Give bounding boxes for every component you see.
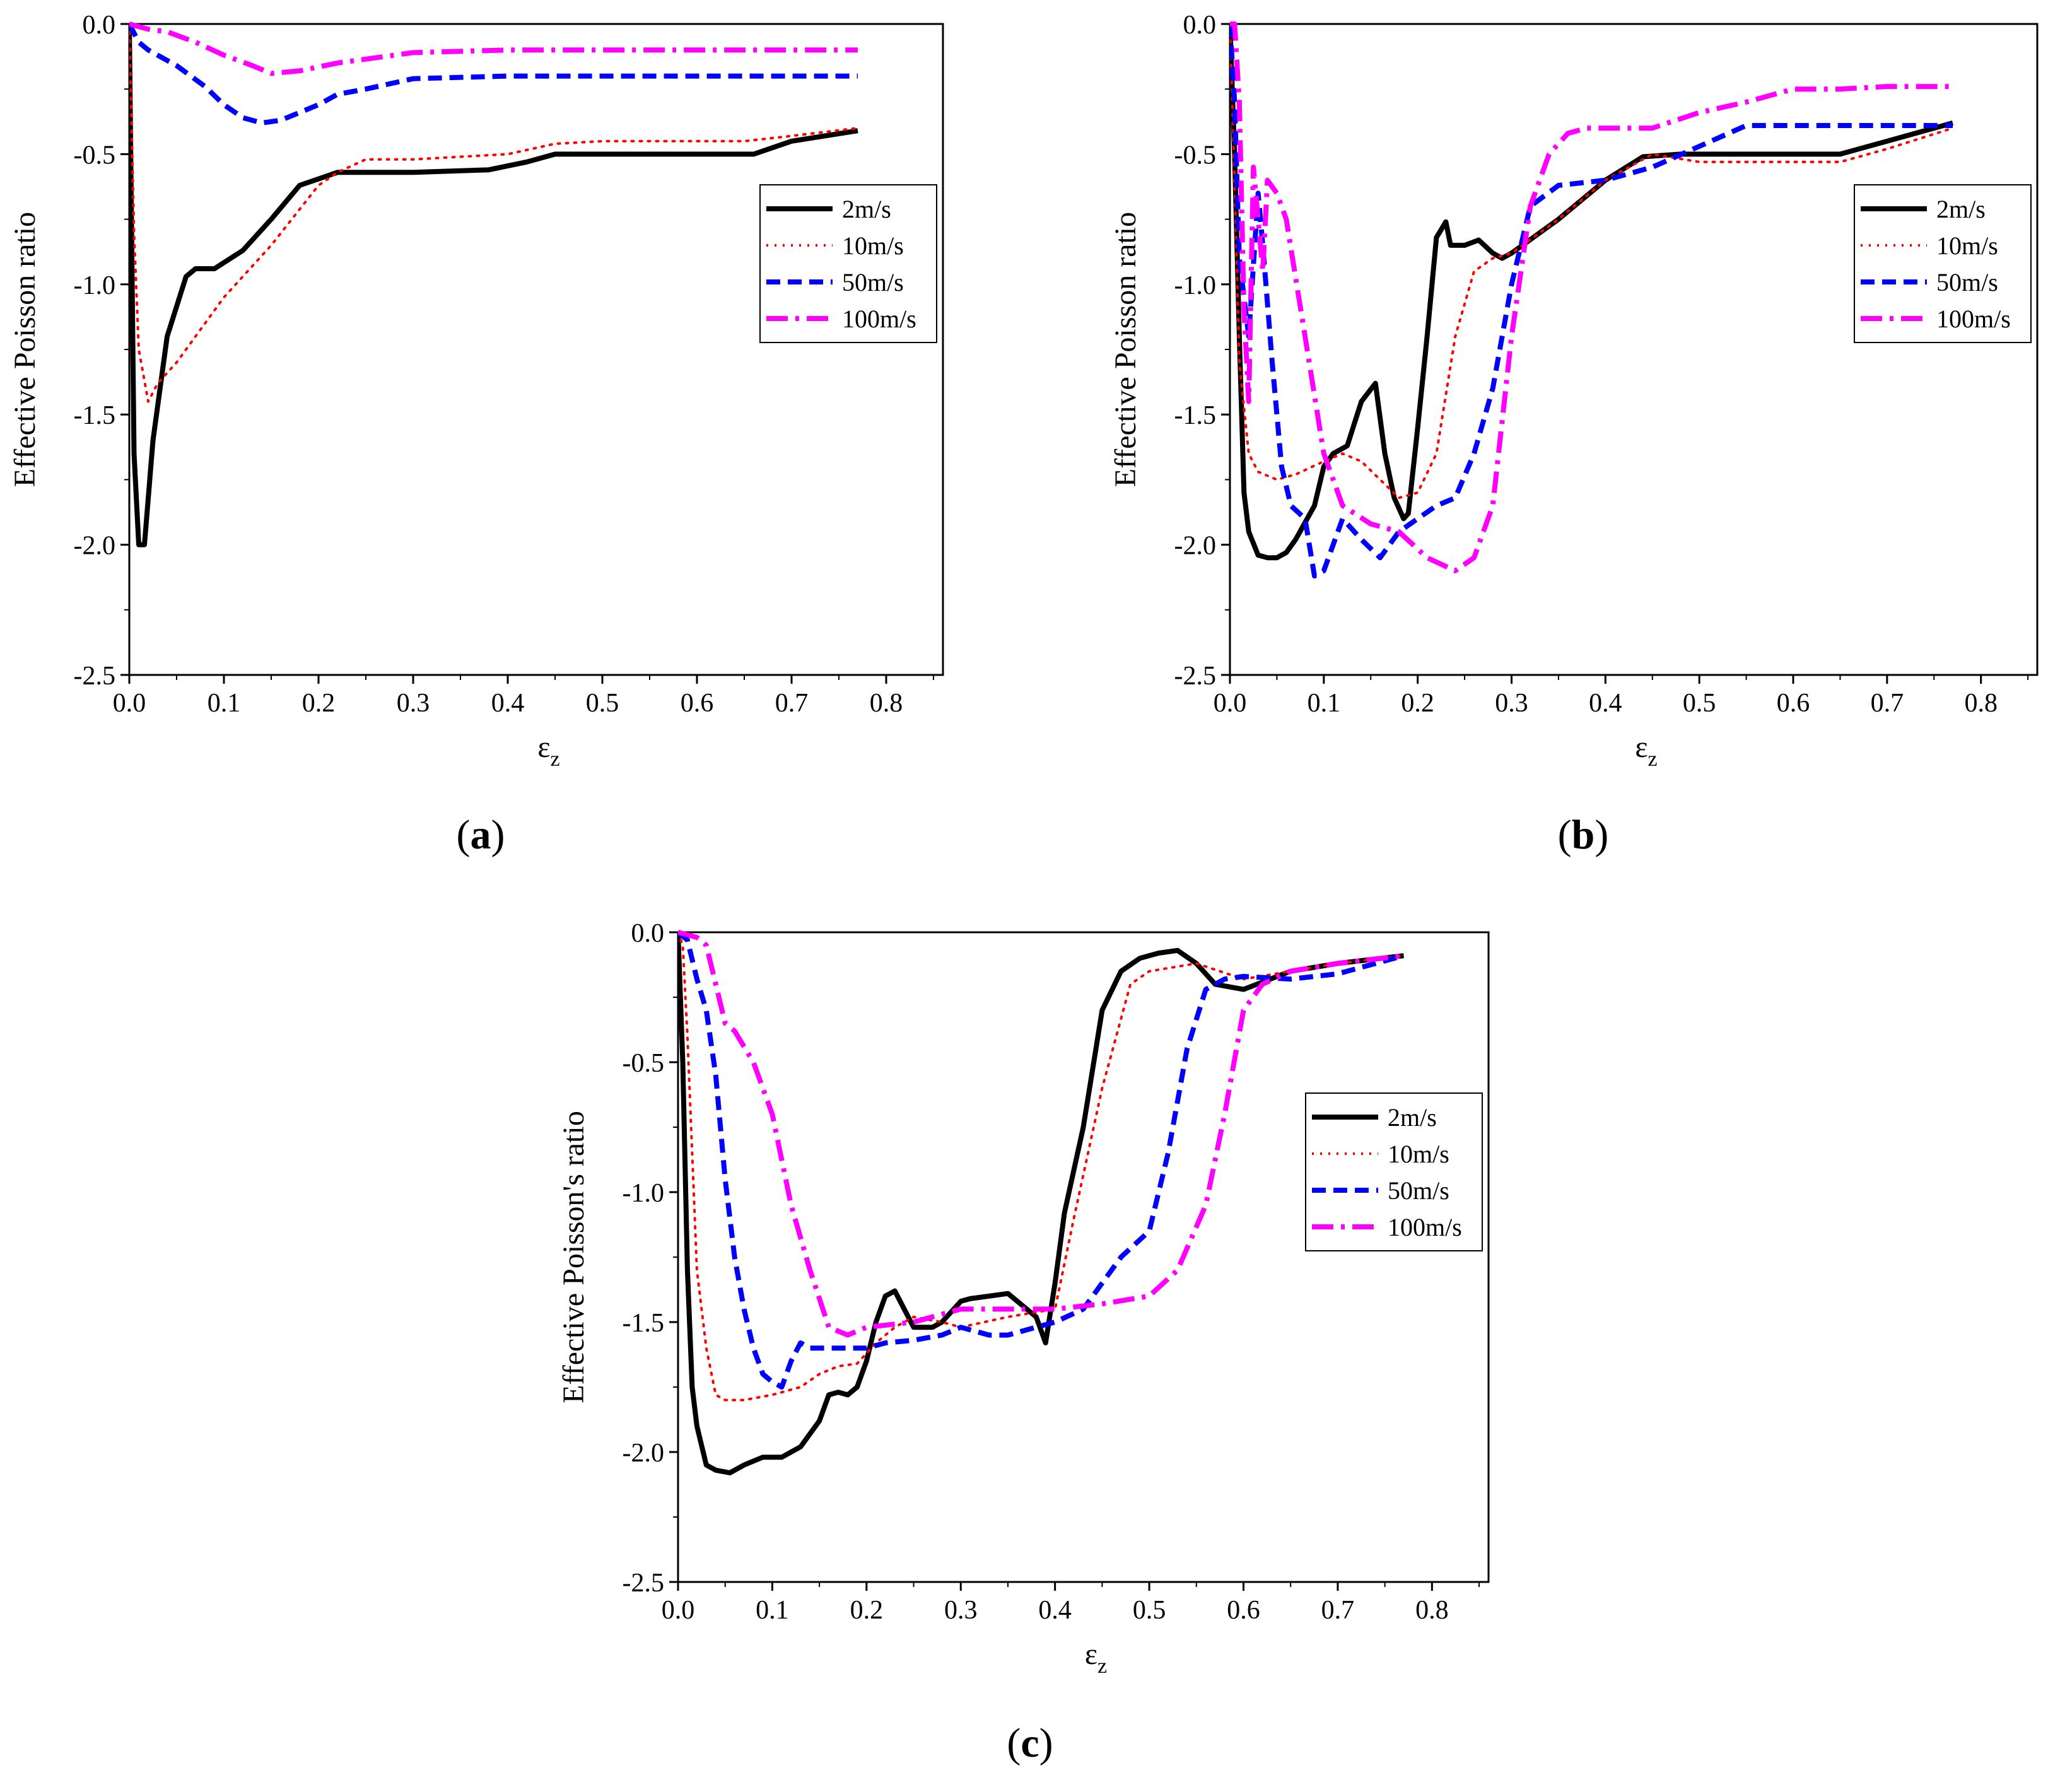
x-tick-label: 0.2 — [302, 689, 336, 718]
x-tick-label: 0.7 — [1871, 689, 1904, 718]
legend-label: 10m/s — [1936, 231, 1998, 260]
x-tick-label: 0.5 — [1133, 1596, 1166, 1625]
y-tick-label: 0.0 — [1183, 11, 1217, 40]
y-axis-title: Effective Poisson's ratio — [557, 1111, 590, 1403]
x-tick-label: 0.3 — [944, 1596, 978, 1625]
y-tick-label: -1.0 — [74, 271, 116, 300]
series-line-50m-per-s — [678, 930, 1405, 1390]
y-tick-label: -2.0 — [74, 532, 116, 561]
series-line-10m-per-s — [678, 931, 1405, 1402]
x-tick-label: 0.3 — [1495, 689, 1528, 718]
x-axis-title-subscript: z — [551, 747, 560, 771]
x-axis-title-subscript: z — [1097, 1654, 1107, 1678]
x-tick-label: 0.8 — [870, 689, 903, 718]
series-line-10m-per-s — [129, 23, 859, 403]
x-tick-label: 0.6 — [1777, 689, 1810, 718]
x-tick-label: 0.4 — [491, 689, 525, 718]
x-tick-label: 0.1 — [208, 689, 241, 718]
series-line-2m-per-s — [678, 932, 1404, 1475]
y-tick-label: -1.0 — [1174, 271, 1217, 300]
panel-a: 0.0 0.1 0.2 0.3 0.4 0.5 0.6 0.7 0.8 0.0 -0.5 -1.0 -1… — [8, 11, 944, 858]
y-tick-label: -0.5 — [1174, 141, 1217, 170]
series-line-2m-per-s — [1230, 23, 1954, 561]
x-axis-title-symbol: ε — [1085, 1637, 1097, 1671]
x-tick-label: 0.4 — [1589, 689, 1622, 718]
y-tick-label: -1.5 — [623, 1309, 665, 1338]
x-tick-label: 0.8 — [1415, 1596, 1449, 1625]
panel-b: 0.0 0.1 0.2 0.3 0.4 0.5 0.6 0.7 0.8 0.0 -0.5 -1.0 -1… — [1109, 11, 2039, 858]
x-tick-label: 0.6 — [681, 689, 714, 718]
y-tick-label: -2.5 — [74, 662, 116, 691]
x-axis-title-subscript: z — [1648, 747, 1658, 771]
legend-label: 100m/s — [842, 305, 916, 333]
y-tick-label: -1.0 — [623, 1179, 665, 1208]
x-tick-label: 0.2 — [1401, 689, 1434, 718]
legend-label: 10m/s — [842, 231, 904, 260]
y-tick-label: -2.5 — [623, 1569, 665, 1598]
legend-label: 2m/s — [1388, 1103, 1437, 1132]
x-tick-label: 0.7 — [1321, 1596, 1355, 1625]
x-tick-label: 0.0 — [1214, 689, 1247, 718]
legend: 2m/s 10m/s 50m/s 100m/s — [1854, 184, 2032, 343]
y-tick-label: -2.5 — [1174, 662, 1217, 691]
x-tick-label: 0.0 — [113, 689, 146, 718]
series-line-2m-per-s — [129, 23, 858, 548]
x-axis-title-symbol: ε — [537, 730, 550, 764]
series-line-100m-per-s — [129, 21, 858, 76]
legend: 2m/s 10m/s 50m/s 100m/s — [1305, 1092, 1483, 1251]
panel-label: (b) — [1558, 812, 1609, 858]
y-tick-label: -0.5 — [74, 141, 116, 170]
legend-label: 100m/s — [1388, 1213, 1462, 1241]
legend-label: 10m/s — [1388, 1140, 1449, 1168]
y-tick-label: -2.0 — [1174, 532, 1217, 561]
x-axis-title: εz — [1085, 1637, 1107, 1678]
y-axis-title: Effective Poisson ratio — [8, 212, 42, 487]
legend-label: 50m/s — [1388, 1176, 1449, 1205]
x-tick-label: 0.1 — [756, 1596, 789, 1625]
panel-label: (a) — [457, 812, 505, 858]
x-tick-label: 0.1 — [1308, 689, 1341, 718]
panel-c: 0.0 0.1 0.2 0.3 0.4 0.5 0.6 0.7 0.8 0.0 -0.5 -1.0 -1… — [557, 919, 1490, 1766]
legend: 2m/s 10m/s 50m/s 100m/s — [759, 184, 937, 343]
x-tick-label: 0.7 — [775, 689, 809, 718]
legend-label: 50m/s — [842, 268, 904, 296]
x-tick-label: 0.5 — [586, 689, 619, 718]
series-line-100m-per-s — [678, 930, 1404, 1338]
x-tick-label: 0.6 — [1227, 1596, 1260, 1625]
x-axis-title: εz — [1635, 730, 1657, 771]
y-tick-label: 0.0 — [631, 919, 665, 948]
panel-label: (c) — [1007, 1720, 1053, 1766]
y-tick-label: -2.0 — [623, 1439, 665, 1468]
x-tick-label: 0.5 — [1683, 689, 1716, 718]
legend-label: 50m/s — [1936, 268, 1998, 296]
series-group — [129, 21, 859, 548]
x-tick-label: 0.0 — [662, 1596, 695, 1625]
y-axis-title: Effective Poisson ratio — [1109, 212, 1142, 487]
y-tick-label: -1.5 — [74, 401, 116, 430]
legend-label: 100m/s — [1936, 305, 2011, 333]
x-tick-label: 0.4 — [1038, 1596, 1072, 1625]
series-group — [678, 930, 1405, 1475]
series-line-100m-per-s — [1230, 21, 1953, 573]
legend-label: 2m/s — [1936, 195, 1986, 223]
x-tick-label: 0.2 — [850, 1596, 884, 1625]
y-tick-label: -1.5 — [1174, 401, 1217, 430]
x-tick-label: 0.3 — [397, 689, 430, 718]
series-line-50m-per-s — [129, 23, 858, 126]
legend-label: 2m/s — [842, 195, 891, 223]
x-axis-title: εz — [537, 730, 559, 771]
x-axis-title-symbol: ε — [1635, 730, 1647, 764]
series-line-10m-per-s — [1230, 23, 1954, 500]
x-tick-label: 0.8 — [1964, 689, 1998, 718]
series-group — [1230, 21, 1954, 579]
y-tick-label: -0.5 — [623, 1049, 665, 1078]
y-tick-label: 0.0 — [83, 11, 116, 40]
